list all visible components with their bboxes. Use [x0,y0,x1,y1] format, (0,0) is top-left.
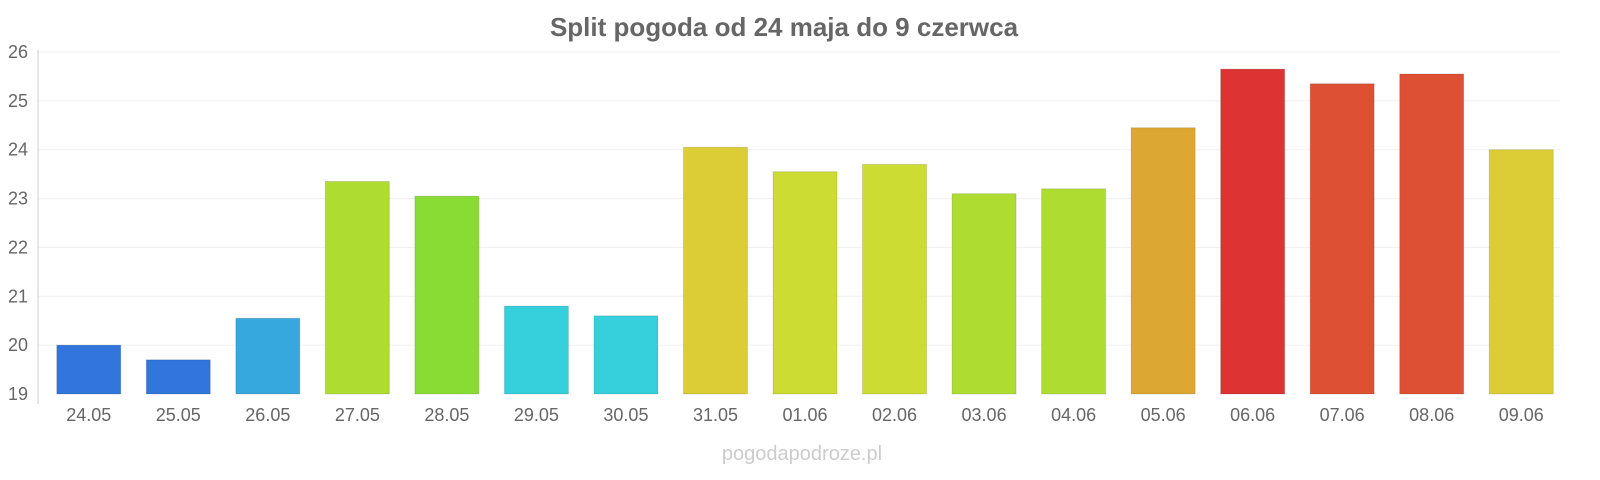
x-tick-label: 09.06 [1499,405,1544,425]
bar [951,193,1017,395]
bar [1130,127,1196,395]
x-tick-label: 07.06 [1320,405,1365,425]
x-tick-label: 25.05 [156,405,201,425]
bar [145,359,211,395]
bar [503,305,569,395]
x-tick-label: 24.05 [66,405,111,425]
y-tick-label: 25 [8,91,28,111]
bar [324,180,390,395]
x-tick-label: 30.05 [603,405,648,425]
bars [56,68,1554,395]
y-tick-label: 19 [8,384,28,404]
bar [414,195,480,395]
y-tick-label: 23 [8,189,28,209]
bar [235,317,301,395]
bar [1220,68,1286,395]
bar [862,163,928,395]
x-tick-label: 04.06 [1051,405,1096,425]
x-tick-label: 05.06 [1141,405,1186,425]
x-axis: 24.05 25.05 26.05 27.05 28.05 29.05 30.05 31.05… [66,405,1544,425]
x-tick-label: 03.06 [962,405,1007,425]
bar [772,171,838,395]
x-tick-label: 29.05 [514,405,559,425]
bar [56,344,122,395]
y-tick-label: 20 [8,335,28,355]
bar [1399,73,1465,395]
x-tick-label: 31.05 [693,405,738,425]
bar [593,315,659,395]
x-tick-label: 01.06 [782,405,827,425]
x-tick-label: 28.05 [424,405,469,425]
bar [1041,188,1107,395]
x-tick-label: 06.06 [1230,405,1275,425]
y-tick-label: 26 [8,42,28,62]
x-tick-label: 27.05 [335,405,380,425]
chart-title: Split pogoda od 24 maja do 9 czerwca [550,12,1019,42]
watermark: pogodapodroze.pl [722,443,882,465]
y-tick-label: 24 [8,140,28,160]
bar [1309,83,1375,395]
y-tick-label: 22 [8,237,28,257]
y-axis: 19 20 21 22 23 24 25 26 [8,42,39,404]
bar [1488,149,1554,395]
bar [682,146,748,395]
x-tick-label: 02.06 [872,405,917,425]
x-tick-label: 26.05 [245,405,290,425]
y-tick-label: 21 [8,286,28,306]
x-tick-label: 08.06 [1409,405,1454,425]
